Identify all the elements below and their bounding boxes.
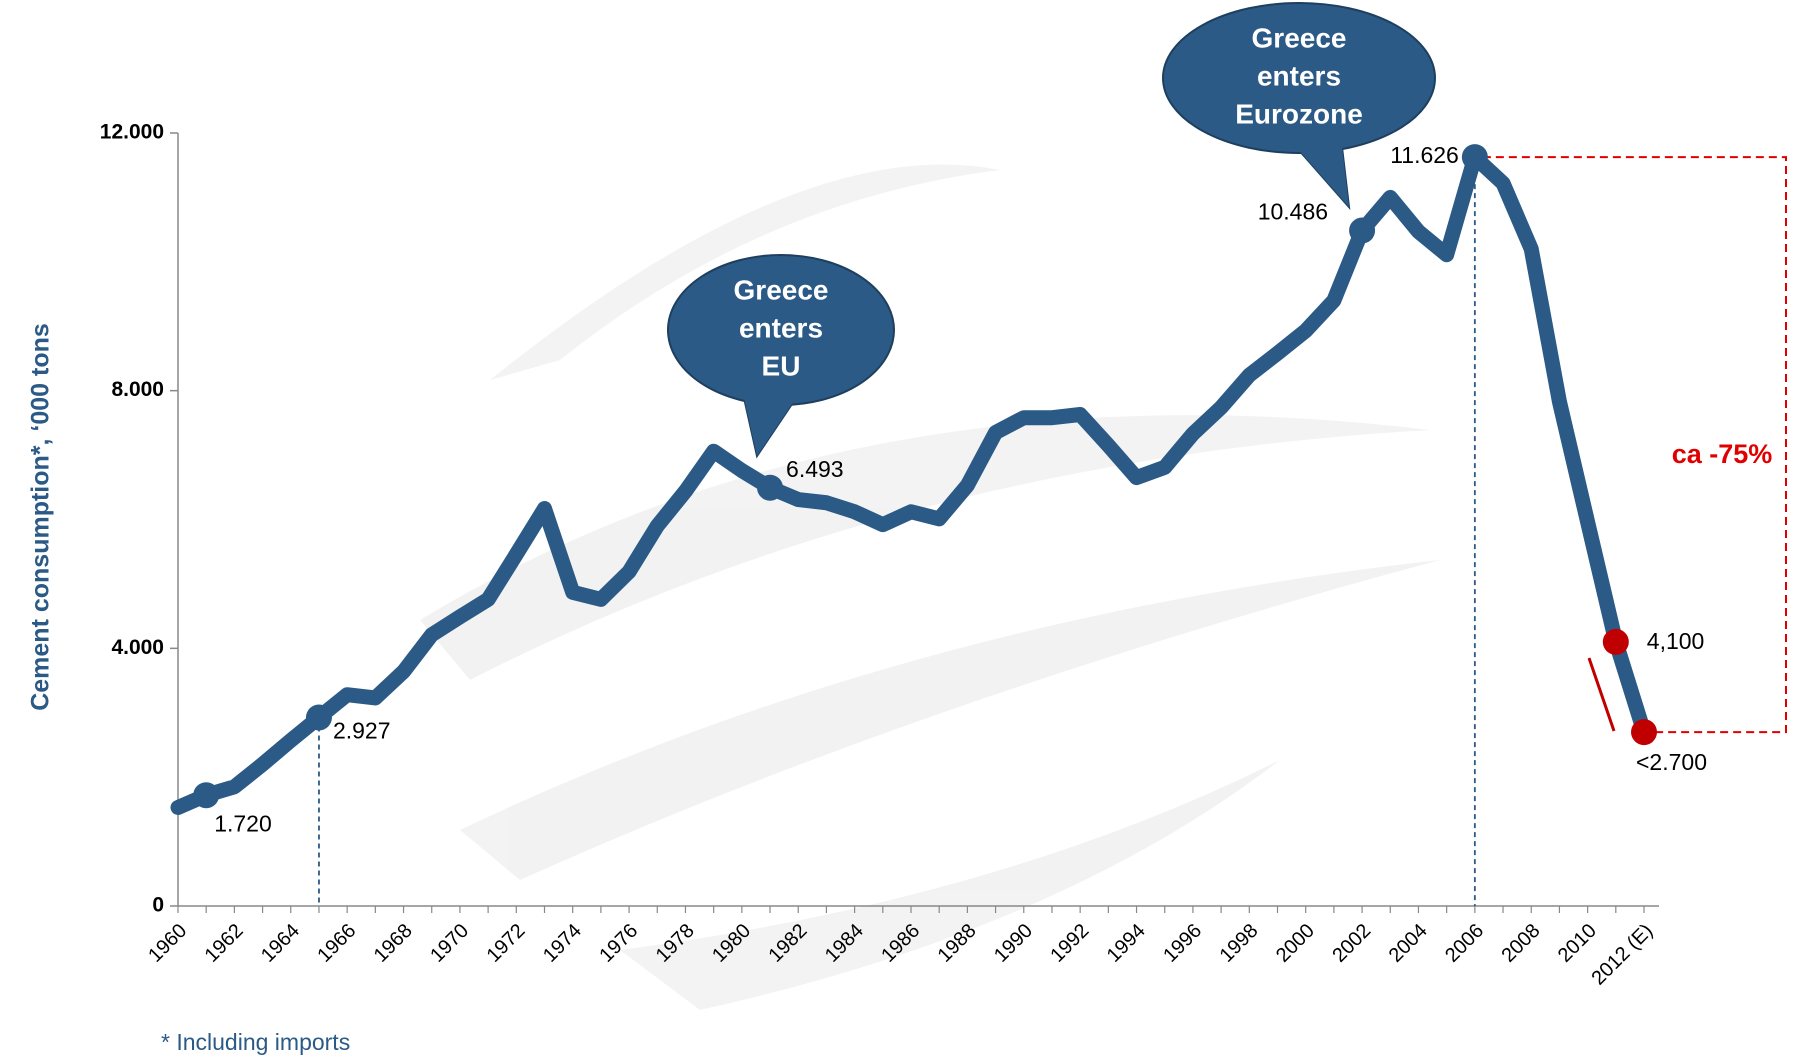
data-label: 11.626 [1390, 142, 1459, 168]
x-tick-label: 1968 [370, 920, 417, 967]
change-label: ca -75% [1672, 439, 1773, 469]
change-label-bg [1660, 436, 1784, 476]
y-tick-label: 8.000 [111, 378, 164, 401]
data-point [305, 704, 332, 731]
callout-text: Greece [1252, 22, 1347, 53]
data-label: <2.700 [1636, 749, 1707, 775]
callout-text: Greece [734, 274, 829, 305]
y-tick-label: 4.000 [111, 636, 164, 659]
x-tick-label: 2004 [1385, 920, 1432, 967]
callout-text: EU [762, 350, 801, 381]
callout-bubble [1162, 2, 1436, 154]
data-label: 10.486 [1258, 199, 1328, 225]
callout-text: enters [1257, 60, 1341, 91]
callout-text: enters [739, 312, 823, 343]
change-bracket [1482, 156, 1787, 734]
estimate-slash [1587, 657, 1616, 732]
data-point [1631, 719, 1657, 746]
watermark [420, 164, 1440, 1010]
data-point [193, 782, 220, 809]
x-tick-label: 2000 [1272, 920, 1319, 967]
x-tick-label: 2010 [1554, 920, 1601, 967]
data-label: 6.493 [786, 456, 844, 482]
x-tick-label: 1966 [313, 920, 360, 967]
y-tick-label: 0 [152, 894, 164, 917]
x-tick-label: 1970 [426, 920, 473, 967]
y-tick-label: 12.000 [100, 121, 164, 144]
callout-text: Eurozone [1235, 98, 1363, 129]
data-point [757, 474, 784, 501]
x-tick-label: 1974 [539, 920, 586, 967]
x-tick-label: 1998 [1216, 920, 1263, 967]
x-tick-label: 2006 [1441, 920, 1488, 967]
x-tick-label: 2008 [1497, 920, 1544, 967]
data-point [1349, 217, 1376, 244]
data-point [1461, 144, 1488, 171]
x-tick-label: 1990 [990, 920, 1037, 967]
x-tick-label: 1964 [257, 920, 304, 967]
callout-tail-fill [740, 380, 800, 456]
x-tick-label: 1962 [201, 920, 248, 967]
data-label: 1.720 [214, 810, 272, 836]
x-tick-label: 2012 (E) [1587, 920, 1657, 990]
x-tick-label: 1996 [1159, 920, 1206, 967]
x-tick-label: 1960 [144, 920, 191, 967]
x-tick-label: 1992 [1046, 920, 1093, 967]
y-axis-label: Cement consumption*, ‘000 tons [27, 323, 55, 711]
x-tick-label: 1972 [483, 920, 530, 967]
data-line [170, 149, 1652, 815]
data-label: 4,100 [1647, 628, 1705, 654]
footnote: * Including imports [161, 1029, 350, 1055]
x-tick-label: 2002 [1328, 920, 1375, 967]
callout-tail-fill [1290, 130, 1349, 207]
x-tick-label: 1994 [1103, 920, 1150, 967]
data-label: 2.927 [333, 718, 391, 744]
data-point [1602, 628, 1629, 655]
